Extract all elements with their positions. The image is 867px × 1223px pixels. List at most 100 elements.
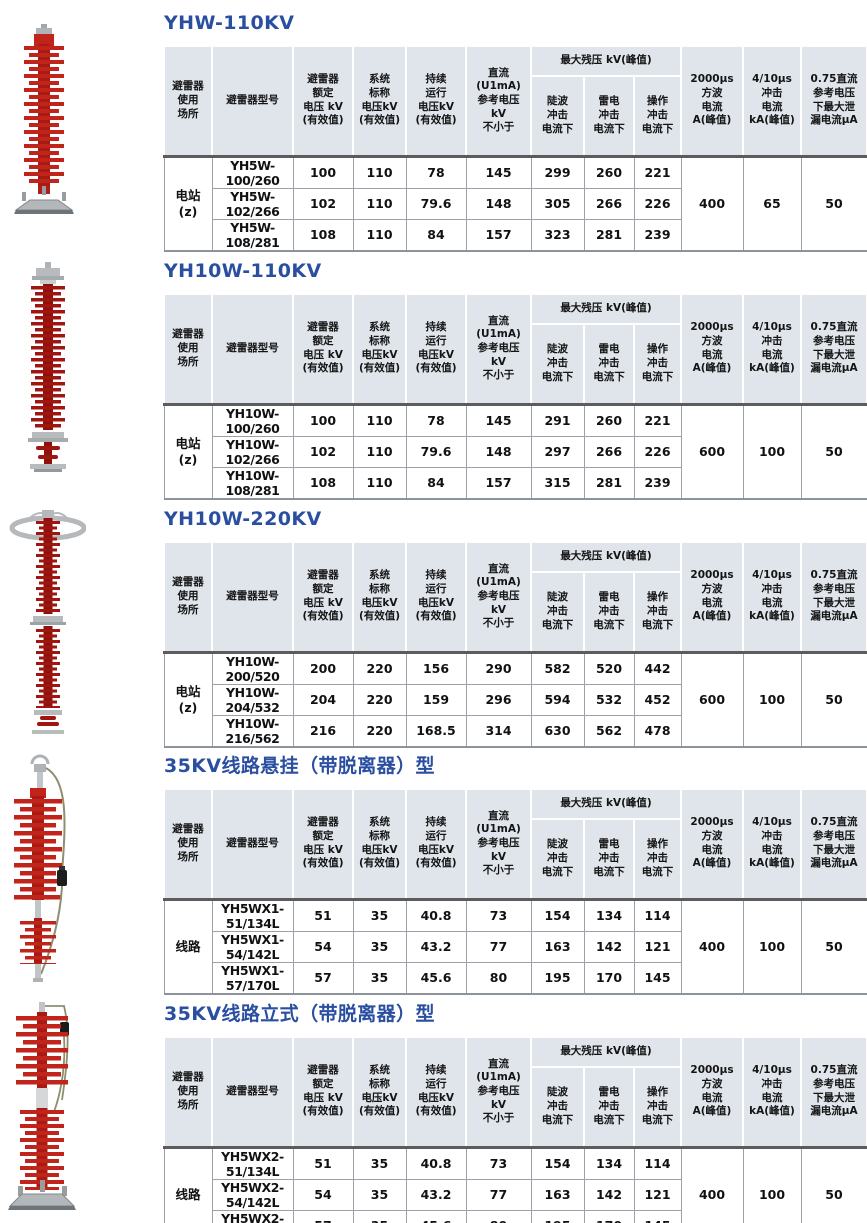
cell-system: 110: [352, 154, 407, 189]
table-row: 电站 (z) YH5W-100/260 100 110 78 145 299 2…: [163, 154, 867, 252]
arrester-photo-yh10w-220kv: [6, 508, 86, 740]
cell-impulse: 100: [742, 650, 802, 748]
cell-steep: 582: [530, 650, 585, 685]
cell-rated: 204: [292, 683, 354, 716]
cell-model: YH5WX1-51/134L: [211, 897, 294, 932]
col-header-model: 避雷器型号: [211, 1036, 294, 1148]
section-35kv-vertical: 35KV线路立式（带脱离器）型 避雷器 使用 场所 避雷器型号 避雷器 额定 电…: [163, 1003, 867, 1223]
cell-rated: 216: [292, 714, 354, 748]
cell-impulse: 100: [742, 897, 802, 995]
cell-rated: 102: [292, 187, 354, 220]
col-header-square-wave: 2000μs 方波 电流 A(峰值): [680, 293, 744, 405]
cell-switching: 226: [633, 435, 682, 468]
cell-switching: 442: [633, 650, 682, 685]
cell-model: YH5WX1-54/142L: [211, 930, 294, 963]
cell-continuous: 78: [405, 154, 467, 189]
col-header-system: 系统 标称 电压kV (有效值): [352, 541, 407, 653]
cell-switching: 239: [633, 218, 682, 252]
cell-lightning: 281: [583, 466, 635, 500]
cell-location: 线路: [163, 1145, 213, 1223]
col-header-continuous: 持续 运行 电压kV (有效值): [405, 788, 467, 900]
col-header-rated: 避雷器 额定 电压 kV (有效值): [292, 1036, 354, 1148]
col-header-square-wave: 2000μs 方波 电流 A(峰值): [680, 541, 744, 653]
col-header-usage: 避雷器 使用 场所: [163, 541, 213, 653]
section-yh10w-220kv: YH10W-220KV 避雷器 使用 场所 避雷器型号 避雷器 额定 电压 kV…: [163, 508, 867, 748]
cell-rated: 51: [292, 1145, 354, 1180]
cell-location: 电站 (z): [163, 154, 213, 252]
col-header-steep: 陡波 冲击 电流下: [530, 75, 585, 157]
cell-dc-ref: 314: [465, 714, 532, 748]
col-header-lightning: 雷电 冲击 电流下: [583, 323, 635, 405]
cell-steep: 315: [530, 466, 585, 500]
cell-location: 线路: [163, 897, 213, 995]
cell-dc-ref: 145: [465, 154, 532, 189]
cell-lightning: 266: [583, 187, 635, 220]
cell-continuous: 40.8: [405, 897, 467, 932]
cell-switching: 239: [633, 466, 682, 500]
cell-dc-ref: 145: [465, 402, 532, 437]
cell-dc-ref: 77: [465, 1178, 532, 1211]
cell-rated: 57: [292, 961, 354, 995]
table-row: YH5W-108/281 108 110 84 157 323 281 239: [164, 218, 867, 252]
cell-lightning: 281: [583, 218, 635, 252]
col-header-model: 避雷器型号: [211, 541, 294, 653]
cell-rated: 102: [292, 435, 354, 468]
line-arrester-image: [8, 1002, 76, 1210]
col-header-impulse: 4/10μs 冲击 电流 kA(峰值): [742, 45, 802, 157]
cell-model: YH10W-100/260: [211, 402, 294, 437]
station-arrester-image: [14, 24, 74, 214]
cell-continuous: 43.2: [405, 1178, 467, 1211]
arrester-photo-yhw-110kv: [12, 24, 76, 222]
cell-leakage: 50: [800, 897, 867, 995]
cell-lightning: 142: [583, 930, 635, 963]
top-terminal: [45, 262, 51, 268]
cell-steep: 163: [530, 1178, 585, 1211]
cell-switching: 145: [633, 1209, 682, 1223]
cell-system: 35: [352, 1145, 407, 1180]
top-terminal: [39, 1002, 45, 1012]
col-header-rated: 避雷器 额定 电压 kV (有效值): [292, 293, 354, 405]
section-35kv-suspension: 35KV线路悬挂（带脱离器）型 避雷器 使用 场所 避雷器型号 避雷器 额定 电…: [163, 755, 867, 995]
cell-system: 35: [352, 930, 407, 963]
spec-table-yh10w-220kv: 避雷器 使用 场所 避雷器型号 避雷器 额定 电压 kV (有效值) 系统 标称…: [163, 541, 867, 748]
cell-lightning: 170: [583, 961, 635, 995]
cell-rated: 54: [292, 1178, 354, 1211]
table-row: 电站 (z) YH10W-100/260 100 110 78 145 291 …: [163, 402, 867, 500]
cell-rated: 200: [292, 650, 354, 685]
section-yhw-110kv: YHW-110KV 避雷器 使用 场所 避雷器型号 避雷器 额定 电压 kV (…: [163, 12, 867, 252]
col-header-rated: 避雷器 额定 电压 kV (有效值): [292, 45, 354, 157]
cell-square-wave: 600: [680, 402, 744, 500]
cell-steep: 594: [530, 683, 585, 716]
col-header-dc-ref: 直流 (U1mA) 参考电压 kV 不小于: [465, 1036, 532, 1148]
col-header-lightning: 雷电 冲击 电流下: [583, 571, 635, 653]
table-row: YH5W-102/266 102 110 79.6 148 305 266 22…: [164, 187, 867, 220]
cell-switching: 145: [633, 961, 682, 995]
col-header-switching: 操作 冲击 电流下: [633, 323, 682, 405]
lead-wire: [45, 767, 66, 873]
col-header-model: 避雷器型号: [211, 788, 294, 900]
cell-leakage: 50: [800, 402, 867, 500]
cell-system: 110: [352, 187, 407, 220]
col-header-continuous: 持续 运行 电压kV (有效值): [405, 1036, 467, 1148]
cell-dc-ref: 80: [465, 1209, 532, 1223]
cell-steep: 154: [530, 897, 585, 932]
cell-steep: 163: [530, 930, 585, 963]
table-row: YH5WX2-57/170L 57 35 45.6 80 195 170 145: [164, 1209, 867, 1223]
col-header-usage: 避雷器 使用 场所: [163, 1036, 213, 1148]
cell-steep: 195: [530, 961, 585, 995]
cell-continuous: 43.2: [405, 930, 467, 963]
cell-square-wave: 400: [680, 897, 744, 995]
spec-table-yhw-110kv: 避雷器 使用 场所 避雷器型号 避雷器 额定 电压 kV (有效值) 系统 标称…: [163, 45, 867, 252]
cell-dc-ref: 148: [465, 187, 532, 220]
cell-model: YH5WX2-51/134L: [211, 1145, 294, 1180]
col-header-continuous: 持续 运行 电压kV (有效值): [405, 45, 467, 157]
col-header-square-wave: 2000μs 方波 电流 A(峰值): [680, 788, 744, 900]
col-header-usage: 避雷器 使用 场所: [163, 788, 213, 900]
cell-leakage: 50: [800, 650, 867, 748]
col-header-steep: 陡波 冲击 电流下: [530, 818, 585, 900]
arrester-photo-yh10w-110kv: [20, 262, 76, 474]
cell-switching: 121: [633, 1178, 682, 1211]
col-header-steep: 陡波 冲击 电流下: [530, 323, 585, 405]
cell-square-wave: 400: [680, 154, 744, 252]
table-row: YH5WX1-57/170L 57 35 45.6 80 195 170 145: [164, 961, 867, 995]
